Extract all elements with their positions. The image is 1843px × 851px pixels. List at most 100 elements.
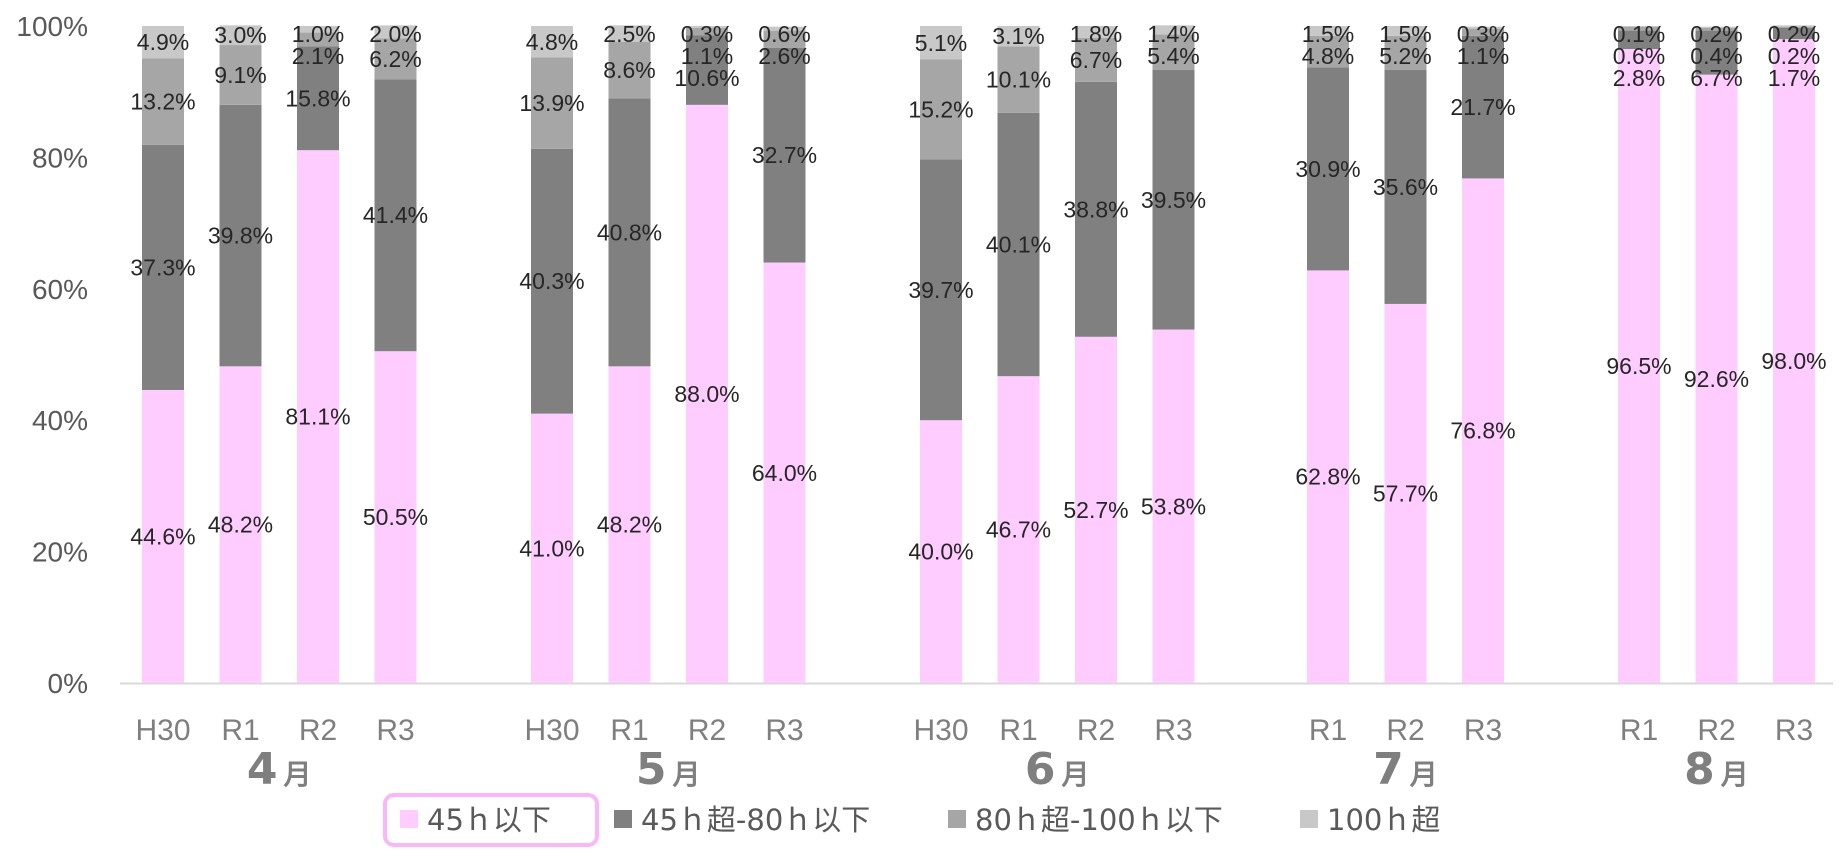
bar-segment <box>686 104 728 684</box>
data-label: 8.6% <box>603 57 655 83</box>
category-label: R3 <box>376 714 414 747</box>
bar-segment <box>142 389 184 683</box>
bar-segment <box>374 25 417 39</box>
bar-segment <box>1618 26 1660 31</box>
bar-segment <box>374 79 417 352</box>
data-label: 76.8% <box>1450 418 1515 444</box>
data-label: 1.7% <box>1768 65 1820 91</box>
data-label: 57.7% <box>1373 480 1438 506</box>
data-label: 1.5% <box>1379 21 1431 47</box>
bar-segment <box>1462 178 1504 683</box>
data-label: 52.7% <box>1063 497 1128 523</box>
data-label: 64.0% <box>752 460 817 486</box>
bar-segment <box>1618 26 1660 27</box>
legend[interactable]: 45ｈ以下 45ｈ超-80ｈ以下 80ｈ超-100ｈ以下 100ｈ超 <box>383 793 1440 847</box>
category-label: R3 <box>1775 714 1813 747</box>
data-label: 5.1% <box>915 30 967 56</box>
data-label: 13.2% <box>130 89 195 115</box>
legend-swatch <box>400 810 418 828</box>
bar-segment <box>1384 70 1427 304</box>
data-label: 6.7% <box>1070 47 1122 73</box>
y-tick-label: 20% <box>32 537 88 568</box>
bar-segment <box>531 148 573 414</box>
data-label: 37.3% <box>130 254 195 280</box>
data-label: 39.8% <box>208 223 273 249</box>
legend-label: 80ｈ超-100ｈ以下 <box>975 803 1223 837</box>
bar-segment <box>608 366 651 683</box>
bar-segment <box>142 144 184 390</box>
data-label: 13.9% <box>519 90 584 116</box>
legend-item[interactable]: 100ｈ超 <box>1300 803 1440 837</box>
data-label: 1.4% <box>1147 21 1199 47</box>
bar-segment <box>1695 26 1738 28</box>
bar-segment <box>1462 35 1504 179</box>
bar-segment <box>1152 329 1195 683</box>
data-label: 1.1% <box>681 43 733 69</box>
bar-segment <box>608 25 651 42</box>
data-label: 5.4% <box>1147 43 1199 69</box>
data-label: 48.2% <box>597 512 662 538</box>
data-label: 5.2% <box>1379 43 1431 69</box>
bar-segment <box>531 26 573 58</box>
data-labels: 44.6% 37.3% 13.2% 4.9% 48.2% 39.8% 9.1% 3.0% 81.… <box>130 21 1826 565</box>
data-label: 46.7% <box>986 517 1051 543</box>
bar-segment <box>297 46 339 151</box>
bar-segment <box>686 27 728 36</box>
legend-label: 45ｈ超-80ｈ以下 <box>641 803 870 837</box>
y-tick-label: 100% <box>16 11 88 42</box>
category-label: R3 <box>1154 714 1192 747</box>
y-tick-label: 60% <box>32 274 88 305</box>
bar-segment <box>1618 48 1660 684</box>
bar-segment <box>997 376 1040 683</box>
bar-segment <box>1152 25 1195 35</box>
bar-segment <box>763 30 806 48</box>
data-label: 0.4% <box>1690 43 1742 69</box>
bars <box>142 25 1815 684</box>
data-label: 30.9% <box>1295 156 1360 182</box>
data-label: 39.5% <box>1141 187 1206 213</box>
data-label: 4.9% <box>137 29 189 55</box>
y-tick-label: 0% <box>48 668 88 699</box>
legend-item[interactable]: 45ｈ超-80ｈ以下 <box>614 803 870 837</box>
bar-segment <box>219 366 262 683</box>
data-label: 35.6% <box>1373 174 1438 200</box>
bar-segment <box>531 413 573 683</box>
data-label: 53.8% <box>1141 493 1206 519</box>
bar-segment <box>142 26 184 59</box>
bar-segment <box>1773 27 1815 40</box>
category-label: H30 <box>135 714 190 747</box>
legend-swatch <box>614 810 632 828</box>
bar-segment <box>1075 37 1117 82</box>
bar-segment <box>1075 81 1117 337</box>
bar-segment <box>763 262 806 683</box>
bar-segment <box>763 26 806 31</box>
bar-segment <box>920 159 962 421</box>
bar-segment <box>297 26 339 33</box>
category-label: R2 <box>1386 714 1424 747</box>
bar-segment <box>920 420 962 683</box>
data-label: 4.8% <box>1302 43 1354 69</box>
data-label: 88.0% <box>674 381 739 407</box>
data-label: 0.3% <box>681 21 733 47</box>
bar-segment <box>997 46 1040 113</box>
legend-item[interactable]: 45ｈ以下 <box>383 793 599 847</box>
bar-segment <box>1075 26 1117 38</box>
data-label: 10.1% <box>986 67 1051 93</box>
category-label: R2 <box>688 714 726 747</box>
data-label: 44.6% <box>130 523 195 549</box>
bar-segment <box>763 47 806 263</box>
data-label: 2.0% <box>369 21 421 47</box>
bar-segment <box>1618 30 1660 49</box>
data-label: 40.0% <box>908 539 973 565</box>
data-label: 1.0% <box>292 21 344 47</box>
bar-segment <box>297 150 339 684</box>
bar-segment <box>1462 28 1504 36</box>
legend-item[interactable]: 80ｈ超-100ｈ以下 <box>948 803 1223 837</box>
category-label: R1 <box>1620 714 1658 747</box>
category-label: R1 <box>1309 714 1347 747</box>
